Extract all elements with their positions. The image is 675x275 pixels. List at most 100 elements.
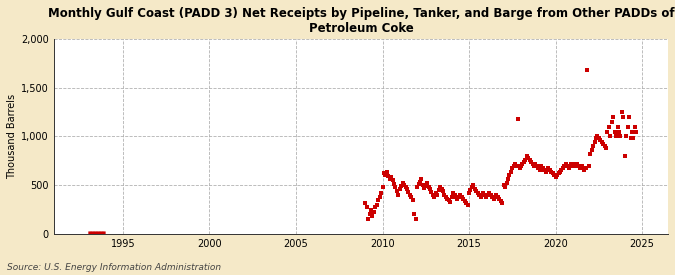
Point xyxy=(563,166,574,170)
Point xyxy=(550,175,561,180)
Point xyxy=(373,198,383,202)
Point xyxy=(536,163,547,168)
Point xyxy=(439,193,450,197)
Point xyxy=(409,212,420,217)
Point xyxy=(370,204,381,209)
Point xyxy=(474,193,485,197)
Point xyxy=(478,191,489,195)
Point xyxy=(562,163,572,168)
Point xyxy=(431,191,441,195)
Point xyxy=(551,173,562,178)
Y-axis label: Thousand Barrels: Thousand Barrels xyxy=(7,94,17,179)
Point xyxy=(585,152,595,156)
Point xyxy=(481,195,492,199)
Point xyxy=(383,174,394,178)
Point xyxy=(524,158,535,162)
Point xyxy=(465,188,476,192)
Point xyxy=(464,191,475,195)
Point xyxy=(612,125,623,129)
Point xyxy=(413,182,424,186)
Point xyxy=(599,144,610,148)
Point xyxy=(517,161,528,166)
Point xyxy=(497,200,508,205)
Point xyxy=(452,197,463,201)
Point xyxy=(556,167,567,172)
Point xyxy=(500,185,510,189)
Point xyxy=(432,193,443,197)
Point xyxy=(560,161,571,166)
Text: Source: U.S. Energy Information Administration: Source: U.S. Energy Information Administ… xyxy=(7,263,221,272)
Point xyxy=(468,183,479,187)
Point xyxy=(570,163,581,168)
Point xyxy=(475,195,486,199)
Point xyxy=(576,163,587,168)
Point xyxy=(484,191,495,195)
Point xyxy=(387,178,398,183)
Point xyxy=(410,217,421,222)
Point xyxy=(529,163,539,168)
Point xyxy=(494,197,505,201)
Point xyxy=(510,161,520,166)
Point xyxy=(534,167,545,172)
Point xyxy=(629,125,640,129)
Point xyxy=(445,200,456,204)
Point xyxy=(526,160,537,164)
Point xyxy=(412,185,423,189)
Point xyxy=(580,166,591,170)
Point xyxy=(569,161,580,166)
Point xyxy=(443,198,454,202)
Point xyxy=(394,187,405,191)
Point xyxy=(489,195,500,199)
Point xyxy=(628,136,639,141)
Point xyxy=(491,193,502,197)
Point xyxy=(414,180,425,185)
Point xyxy=(458,197,468,201)
Point xyxy=(367,214,378,219)
Point xyxy=(485,193,496,197)
Point xyxy=(488,197,499,201)
Point xyxy=(603,125,614,129)
Point xyxy=(593,136,604,141)
Point xyxy=(472,191,483,195)
Point xyxy=(455,193,466,197)
Point xyxy=(442,197,453,201)
Point xyxy=(626,129,637,134)
Point xyxy=(366,207,377,212)
Point xyxy=(400,185,411,189)
Point xyxy=(564,163,575,168)
Point xyxy=(408,198,418,202)
Point xyxy=(622,125,633,129)
Point xyxy=(566,161,577,166)
Point xyxy=(502,181,512,185)
Point xyxy=(384,177,395,182)
Point xyxy=(380,173,391,178)
Point xyxy=(611,134,622,139)
Point xyxy=(498,183,509,187)
Point xyxy=(595,138,605,142)
Point xyxy=(448,191,458,195)
Point xyxy=(374,195,385,199)
Point xyxy=(583,163,594,168)
Point xyxy=(572,161,583,166)
Point xyxy=(392,189,402,193)
Point xyxy=(553,171,564,176)
Point xyxy=(360,200,371,205)
Point xyxy=(547,171,558,176)
Point xyxy=(518,160,529,164)
Point xyxy=(507,166,518,170)
Point xyxy=(450,193,460,197)
Point xyxy=(389,182,400,186)
Point xyxy=(398,181,408,185)
Point xyxy=(441,195,452,199)
Point xyxy=(597,140,608,144)
Point xyxy=(531,163,542,168)
Point xyxy=(423,185,434,189)
Point xyxy=(495,199,506,203)
Title: Monthly Gulf Coast (PADD 3) Net Receipts by Pipeline, Tanker, and Barge from Oth: Monthly Gulf Coast (PADD 3) Net Receipts… xyxy=(47,7,674,35)
Point xyxy=(608,115,618,119)
Point xyxy=(533,166,543,170)
Point xyxy=(625,136,636,141)
Point xyxy=(402,187,412,191)
Point xyxy=(512,117,523,121)
Point xyxy=(598,142,609,146)
